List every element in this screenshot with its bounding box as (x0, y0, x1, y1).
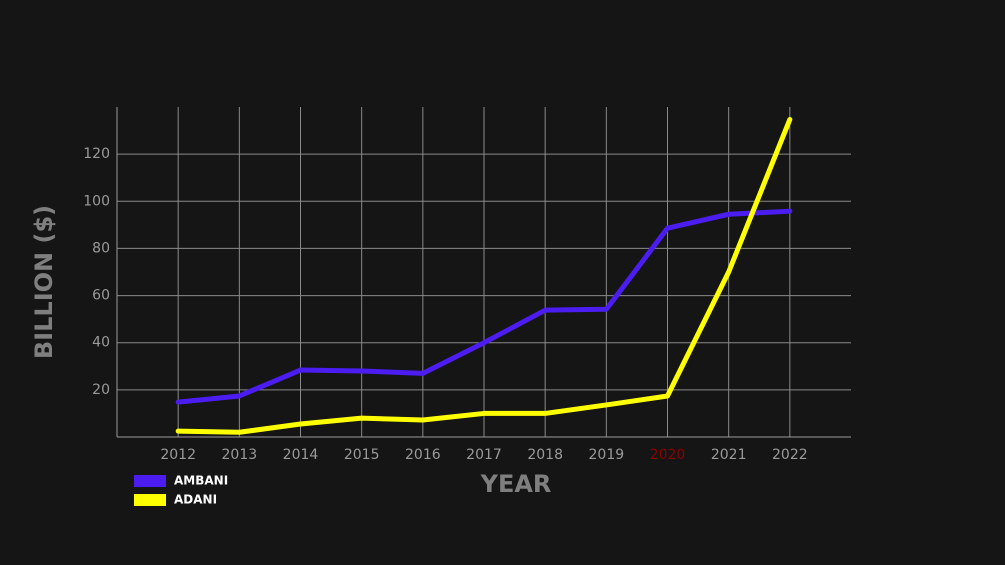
y-axis-label: BILLION ($) (30, 205, 58, 359)
x-tick-label: 2014 (283, 447, 319, 463)
x-tick-label: 2013 (222, 447, 258, 463)
y-tick-label: 20 (92, 382, 110, 398)
y-tick-label: 60 (92, 288, 110, 304)
x-tick-label: 2016 (405, 447, 441, 463)
x-tick-label: 2015 (344, 447, 380, 463)
x-tick-label: 2017 (466, 447, 502, 463)
x-tick-label: 2020 (650, 447, 686, 463)
x-tick-label: 2022 (772, 447, 808, 463)
y-tick-label: 40 (92, 335, 110, 351)
legend-label: AMBANI (174, 474, 228, 488)
x-tick-label: 2021 (711, 447, 747, 463)
legend-swatch (134, 475, 166, 487)
x-tick-label: 2012 (160, 447, 196, 463)
legend-label: ADANI (174, 493, 217, 507)
x-tick-label: 2018 (527, 447, 563, 463)
line (175, 116, 793, 435)
legend-swatch (134, 494, 166, 506)
line (175, 208, 793, 405)
x-axis-label: YEAR (480, 470, 552, 498)
y-tick-label: 120 (83, 146, 110, 162)
y-tick-label: 100 (83, 193, 110, 209)
x-tick-label: 2019 (589, 447, 625, 463)
y-tick-label: 80 (92, 240, 110, 256)
